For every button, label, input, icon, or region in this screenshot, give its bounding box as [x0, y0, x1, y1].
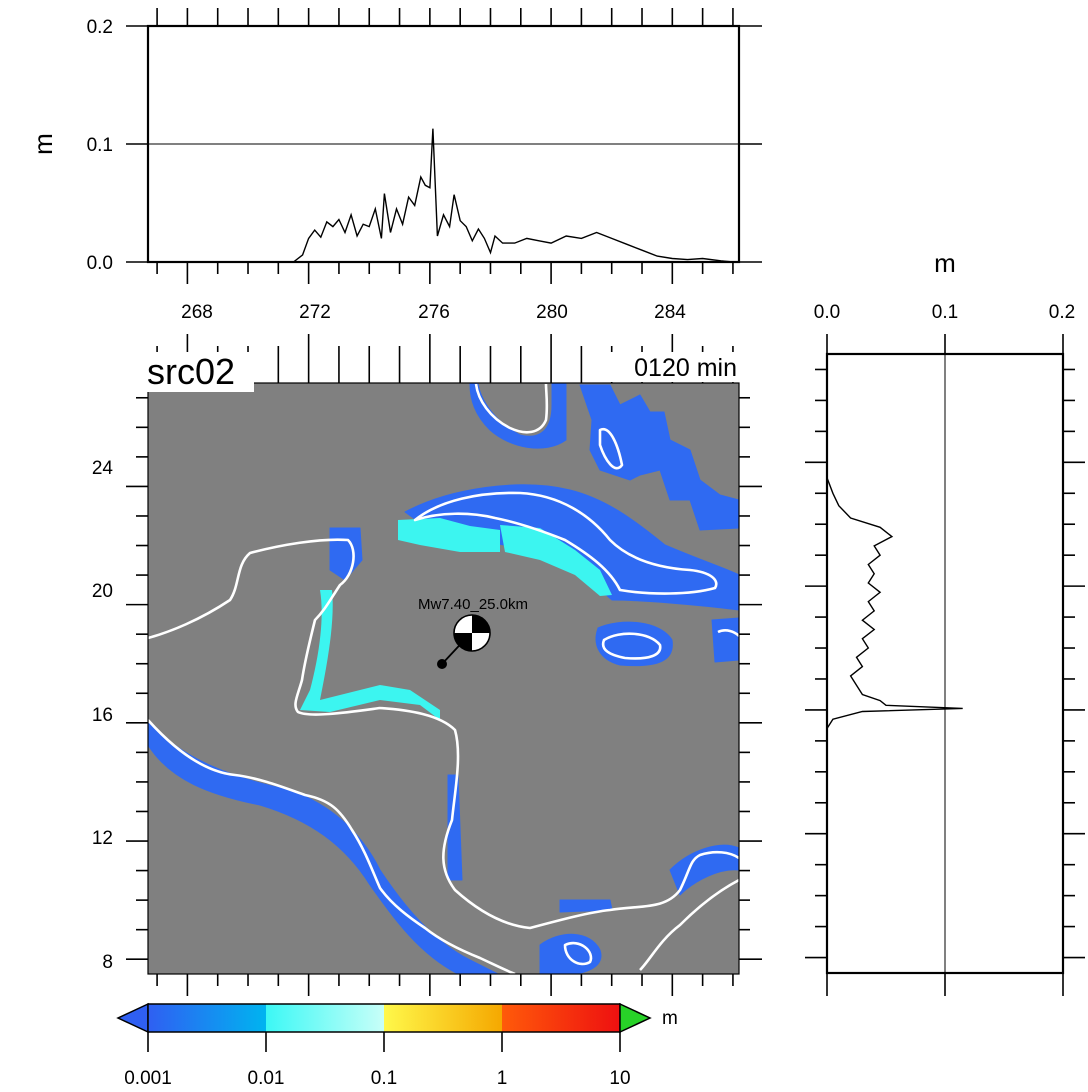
colorbar-unit: m [662, 1008, 678, 1029]
ytick-12: 12 [92, 828, 113, 849]
colorbar-tick-0.001: 0.001 [124, 1068, 172, 1089]
colorbar-tick-1: 1 [497, 1068, 508, 1089]
ytick-8: 8 [102, 952, 113, 973]
right-xtick-0.0: 0.0 [814, 302, 840, 323]
ytick-24: 24 [92, 458, 114, 479]
top-ylabel: m [28, 133, 58, 155]
source-label: src02 [147, 351, 235, 392]
colorbar-segment-3 [384, 1004, 502, 1032]
right-xlabel: m [934, 248, 956, 278]
right-profile-panel: 0.0 0.1 0.2 m [805, 248, 1085, 996]
ytick-20: 20 [92, 581, 113, 602]
colorbar-under-arrow [116, 1002, 149, 1034]
xtick-268: 268 [181, 302, 213, 323]
time-label-box [606, 352, 742, 382]
colorbar-segment-1 [148, 1004, 266, 1032]
xtick-284: 284 [654, 302, 686, 323]
right-xtick-0.1: 0.1 [932, 302, 958, 323]
focal-mechanism-beachball [453, 614, 491, 652]
top-ytick-0.2: 0.2 [87, 17, 113, 38]
colorbar: 0.001 0.01 0.1 1 10 m [116, 1002, 678, 1089]
xtick-280: 280 [536, 302, 568, 323]
map-panel: Mw7.40_25.0km 24 20 16 12 8 src02 0120 m… [92, 334, 762, 996]
map-frame [147, 382, 740, 975]
right-xtick-0.2: 0.2 [1049, 302, 1075, 323]
top-profile-panel: 0.2 0.1 0.0 m 268 272 276 280 284 [28, 8, 762, 323]
time-label: 0120 min [634, 354, 737, 382]
coastlines [148, 383, 739, 974]
top-profile-series [293, 128, 733, 263]
map-content: Mw7.40_25.0km [148, 383, 739, 974]
colorbar-tick-0.1: 0.1 [371, 1068, 397, 1089]
event-label: Mw7.40_25.0km [418, 596, 528, 613]
right-profile-series [826, 477, 963, 729]
top-ytick-0.0: 0.0 [87, 253, 113, 274]
colorbar-over-arrow [619, 1002, 652, 1034]
source-label-box [144, 352, 254, 392]
colorbar-tick-0.01: 0.01 [248, 1068, 285, 1089]
xtick-276: 276 [418, 302, 450, 323]
wave-field-cyan [300, 518, 612, 720]
epicenter-marker [437, 659, 447, 669]
colorbar-segment-4 [502, 1004, 620, 1032]
xtick-272: 272 [299, 302, 331, 323]
map-background [148, 383, 739, 974]
colorbar-segment-2 [266, 1004, 384, 1032]
colorbar-tick-10: 10 [609, 1068, 630, 1089]
top-ytick-0.1: 0.1 [87, 135, 113, 156]
ytick-16: 16 [92, 705, 113, 726]
